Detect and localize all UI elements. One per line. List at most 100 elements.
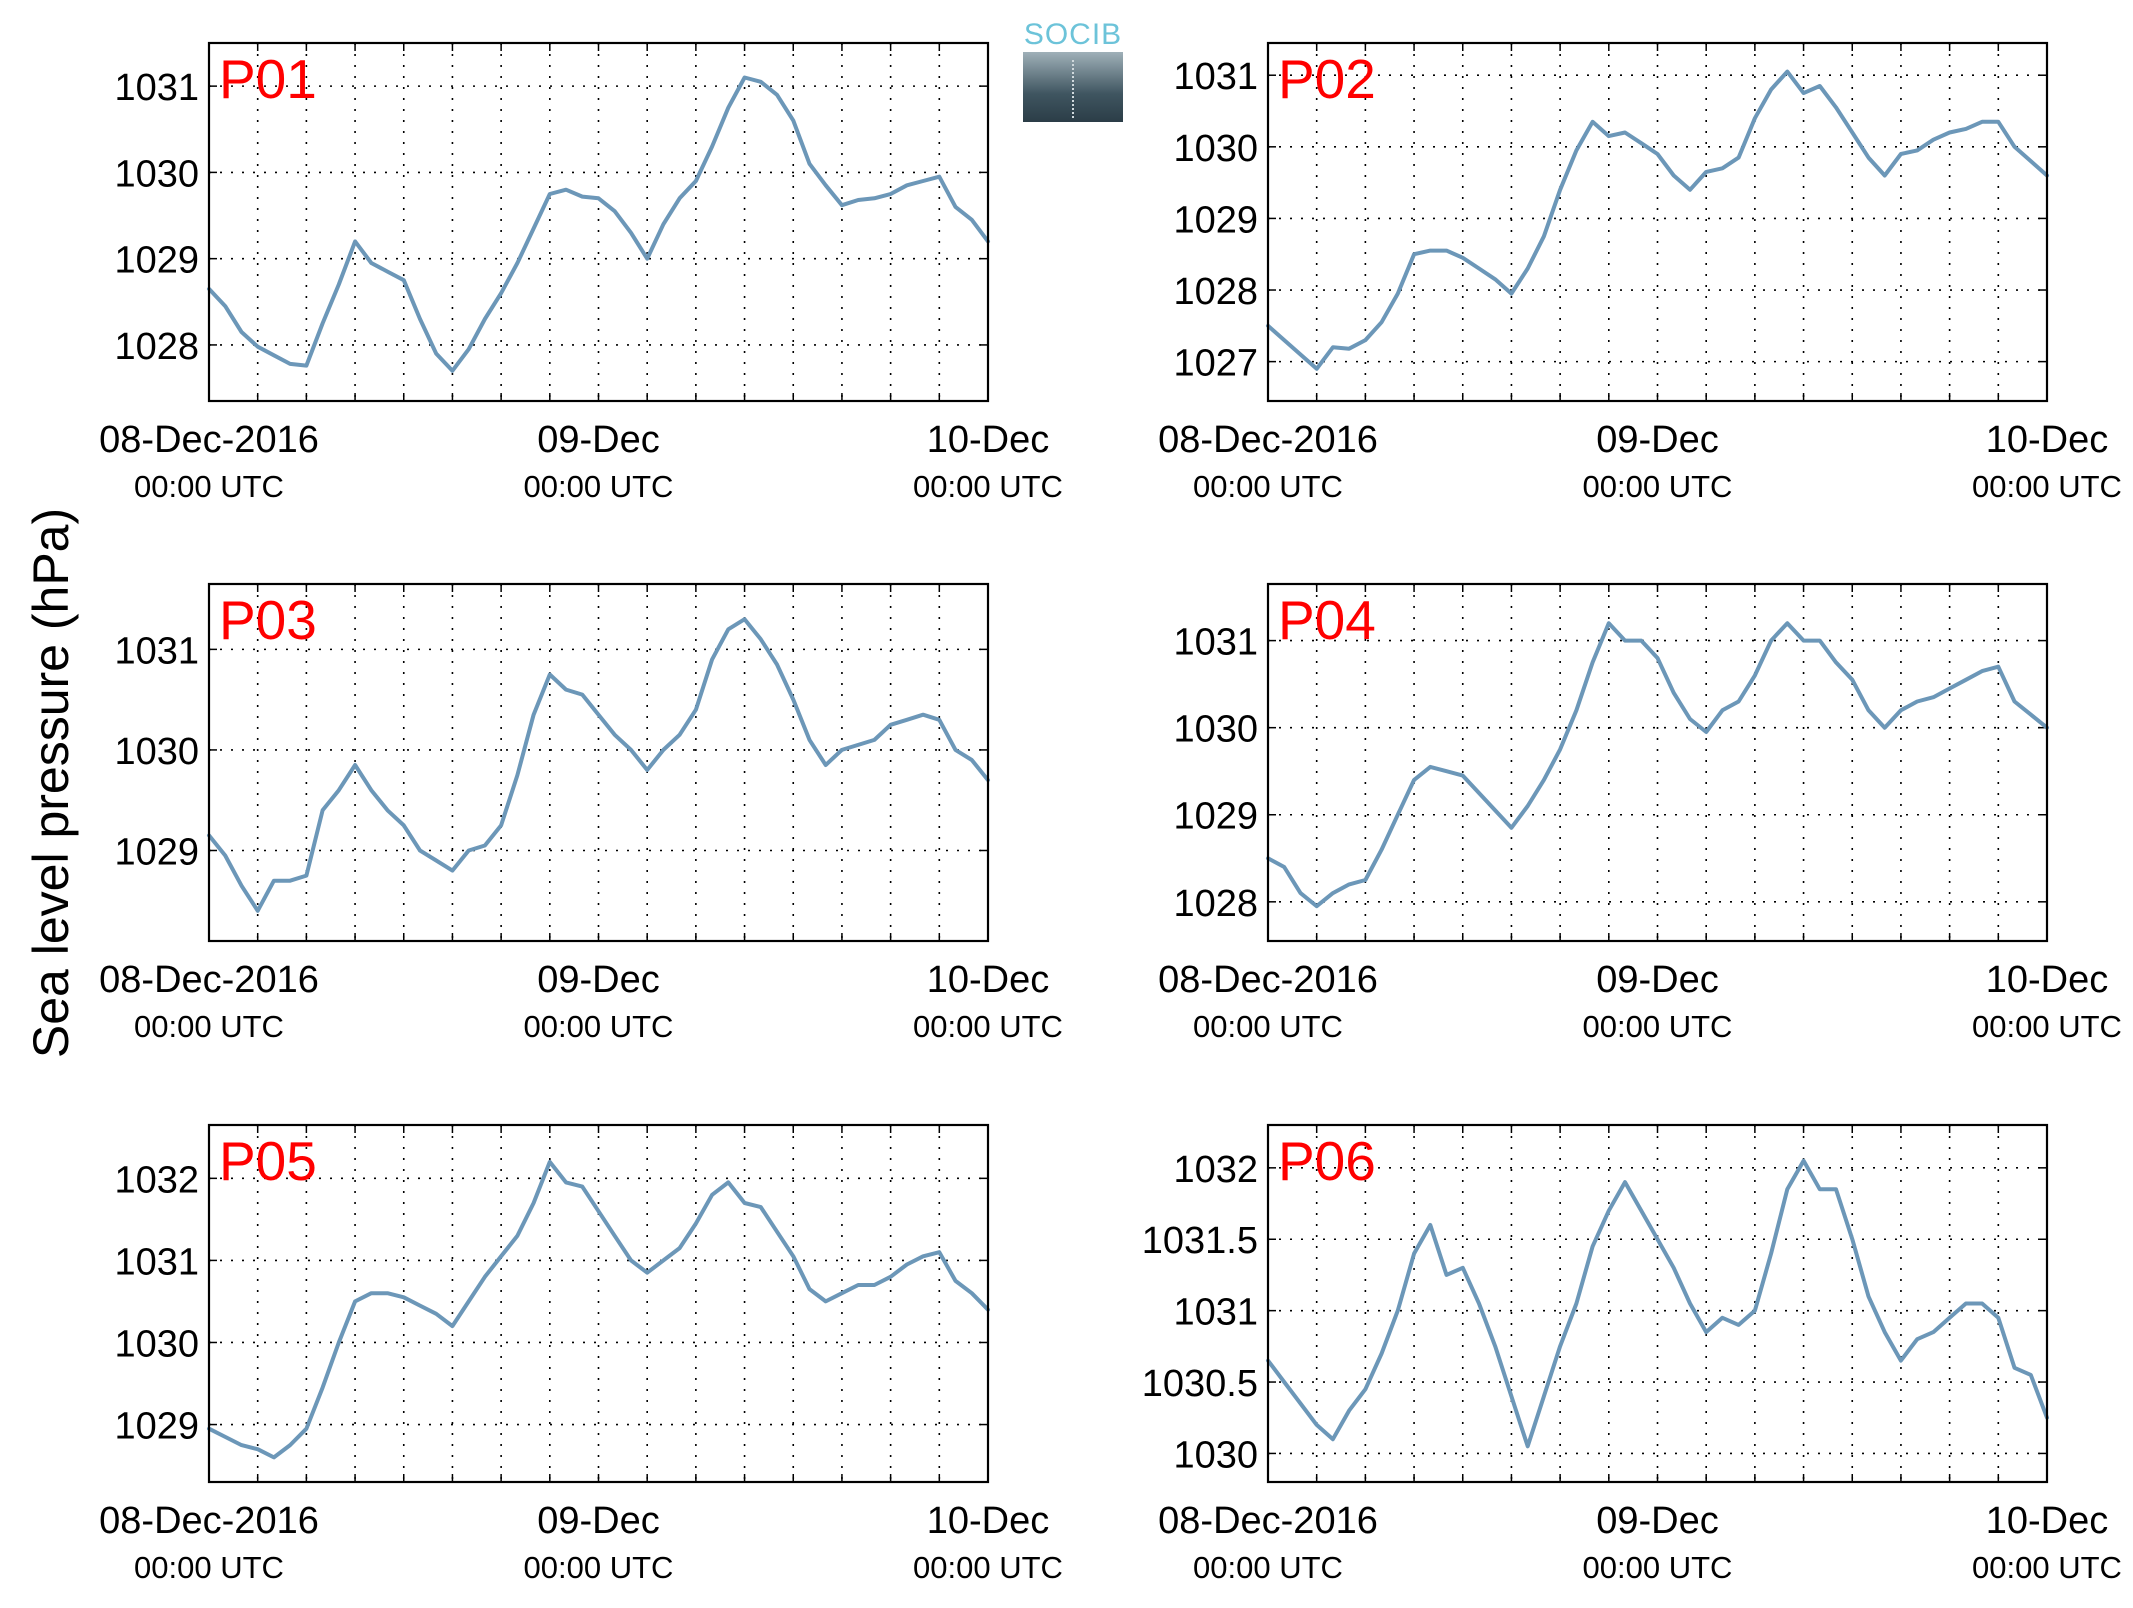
x-tick-label: 10-Dec xyxy=(1986,959,2109,1001)
x-tick-sublabel: 00:00 UTC xyxy=(524,1550,674,1585)
grid xyxy=(1268,1125,2047,1482)
x-tick-sublabel: 00:00 UTC xyxy=(1193,1009,1343,1044)
series-line xyxy=(207,1159,990,1460)
x-tick-label: 09-Dec xyxy=(1596,959,1719,1001)
panel-title: P04 xyxy=(1278,589,1376,651)
y-tick-label: 1030 xyxy=(1173,128,1258,170)
series-line xyxy=(1266,621,2049,909)
panel-p06: 1030 1030.5 1031 1031.5 1032 08-Dec-2016 00:00… xyxy=(1142,1123,2122,1585)
y-tick-label: 1032 xyxy=(114,1159,199,1201)
y-tick-label: 1031 xyxy=(114,630,199,672)
x-tick-label: 10-Dec xyxy=(1986,1500,2109,1542)
y-tick-label: 1030 xyxy=(1173,1434,1258,1476)
series-line xyxy=(207,617,990,913)
x-tick-label: 10-Dec xyxy=(927,419,1050,461)
x-tick-label: 08-Dec-2016 xyxy=(1158,959,1378,1001)
series-line xyxy=(1266,69,2049,371)
panel-title: P05 xyxy=(219,1130,317,1192)
x-tick-sublabel: 00:00 UTC xyxy=(1972,469,2122,504)
y-tick-label: 1031 xyxy=(1173,1292,1258,1334)
x-tick-sublabel: 00:00 UTC xyxy=(1583,1009,1733,1044)
x-tick-label: 10-Dec xyxy=(927,959,1050,1001)
x-tick-label: 09-Dec xyxy=(537,959,660,1001)
y-tick-label: 1028 xyxy=(114,326,199,368)
y-tick-label: 1030 xyxy=(1173,709,1258,751)
plot-frame xyxy=(207,41,990,403)
x-tick-label: 09-Dec xyxy=(1596,1500,1719,1542)
y-tick-label: 1029 xyxy=(1173,796,1258,838)
y-tick-label: 1030.5 xyxy=(1142,1363,1258,1405)
x-tick-sublabel: 00:00 UTC xyxy=(134,1550,284,1585)
grid xyxy=(209,584,988,941)
plot-frame xyxy=(1266,1123,2049,1484)
plot-frame xyxy=(1266,582,2049,943)
panel-title: P02 xyxy=(1278,48,1376,110)
panel-p01: 1028 1029 1030 1031 08-Dec-2016 00:00 UTC 09-D… xyxy=(99,41,1063,504)
x-tick-sublabel: 00:00 UTC xyxy=(134,469,284,504)
plot-frame xyxy=(207,582,990,943)
series-line xyxy=(1266,1158,2049,1449)
socib-logo-text: SOCIB xyxy=(1023,18,1123,51)
x-tick-label: 08-Dec-2016 xyxy=(99,1500,319,1542)
socib-logo: SOCIB xyxy=(1023,18,1123,122)
y-tick-label: 1028 xyxy=(1173,883,1258,925)
y-tick-label: 1030 xyxy=(114,1323,199,1365)
panel-p05: 1029 1030 1031 1032 08-Dec-2016 00:00 UTC 09-D… xyxy=(99,1123,1063,1585)
y-tick-label: 1029 xyxy=(114,831,199,873)
y-tick-label: 1031 xyxy=(1173,622,1258,664)
x-tick-sublabel: 00:00 UTC xyxy=(524,1009,674,1044)
series-line xyxy=(207,75,990,373)
panel-p03: 1029 1030 1031 08-Dec-2016 00:00 UTC 09-Dec 00… xyxy=(99,582,1063,1044)
panel-p04: 1028 1029 1030 1031 08-Dec-2016 00:00 UTC 09-D… xyxy=(1158,582,2122,1044)
panel-title: P06 xyxy=(1278,1130,1376,1192)
y-tick-label: 1029 xyxy=(1173,199,1258,241)
x-tick-sublabel: 00:00 UTC xyxy=(1972,1550,2122,1585)
x-tick-label: 09-Dec xyxy=(1596,419,1719,461)
grid xyxy=(209,1125,988,1482)
y-tick-label: 1031 xyxy=(114,1241,199,1283)
y-tick-label: 1031 xyxy=(1173,56,1258,98)
plot-frame xyxy=(1266,41,2049,403)
x-tick-label: 08-Dec-2016 xyxy=(99,419,319,461)
plot-area xyxy=(209,43,988,401)
socib-logo-mark xyxy=(1023,52,1123,122)
panels: 1028 1029 1030 1031 08-Dec-2016 00:00 UTC 09-D… xyxy=(99,41,2122,1585)
x-tick-label: 10-Dec xyxy=(1986,419,2109,461)
x-tick-label: 09-Dec xyxy=(537,419,660,461)
panel-title: P03 xyxy=(219,589,317,651)
x-tick-sublabel: 00:00 UTC xyxy=(1972,1009,2122,1044)
y-tick-label: 1029 xyxy=(114,1406,199,1448)
x-tick-label: 10-Dec xyxy=(927,1500,1050,1542)
x-tick-sublabel: 00:00 UTC xyxy=(913,1009,1063,1044)
y-tick-label: 1030 xyxy=(114,153,199,195)
grid xyxy=(1268,43,2047,401)
y-axis-label: Sea level pressure (hPa) xyxy=(23,508,79,1058)
x-tick-sublabel: 00:00 UTC xyxy=(913,1550,1063,1585)
x-tick-label: 08-Dec-2016 xyxy=(1158,419,1378,461)
x-tick-sublabel: 00:00 UTC xyxy=(913,469,1063,504)
x-tick-label: 08-Dec-2016 xyxy=(99,959,319,1001)
plot-area xyxy=(1268,584,2047,941)
y-tick-label: 1029 xyxy=(114,240,199,282)
x-tick-label: 08-Dec-2016 xyxy=(1158,1500,1378,1542)
plot-area xyxy=(1268,1125,2047,1482)
plot-frame xyxy=(207,1123,990,1484)
y-tick-label: 1031 xyxy=(114,67,199,109)
panel-p02: 1027 1028 1029 1030 1031 08-Dec-2016 00:00 UTC… xyxy=(1158,41,2122,504)
y-tick-label: 1031.5 xyxy=(1142,1220,1258,1262)
ticks xyxy=(1267,1125,2048,1482)
panel-title: P01 xyxy=(219,48,317,110)
x-tick-sublabel: 00:00 UTC xyxy=(1583,1550,1733,1585)
y-tick-label: 1027 xyxy=(1173,343,1258,385)
x-tick-sublabel: 00:00 UTC xyxy=(1193,1550,1343,1585)
y-tick-label: 1032 xyxy=(1173,1149,1258,1191)
x-tick-sublabel: 00:00 UTC xyxy=(524,469,674,504)
y-tick-label: 1028 xyxy=(1173,271,1258,313)
plot-area xyxy=(209,584,988,941)
x-tick-label: 09-Dec xyxy=(537,1500,660,1542)
ticks xyxy=(1267,43,2048,401)
plot-area xyxy=(209,1125,988,1482)
plot-area xyxy=(1268,43,2047,401)
x-tick-sublabel: 00:00 UTC xyxy=(1193,469,1343,504)
